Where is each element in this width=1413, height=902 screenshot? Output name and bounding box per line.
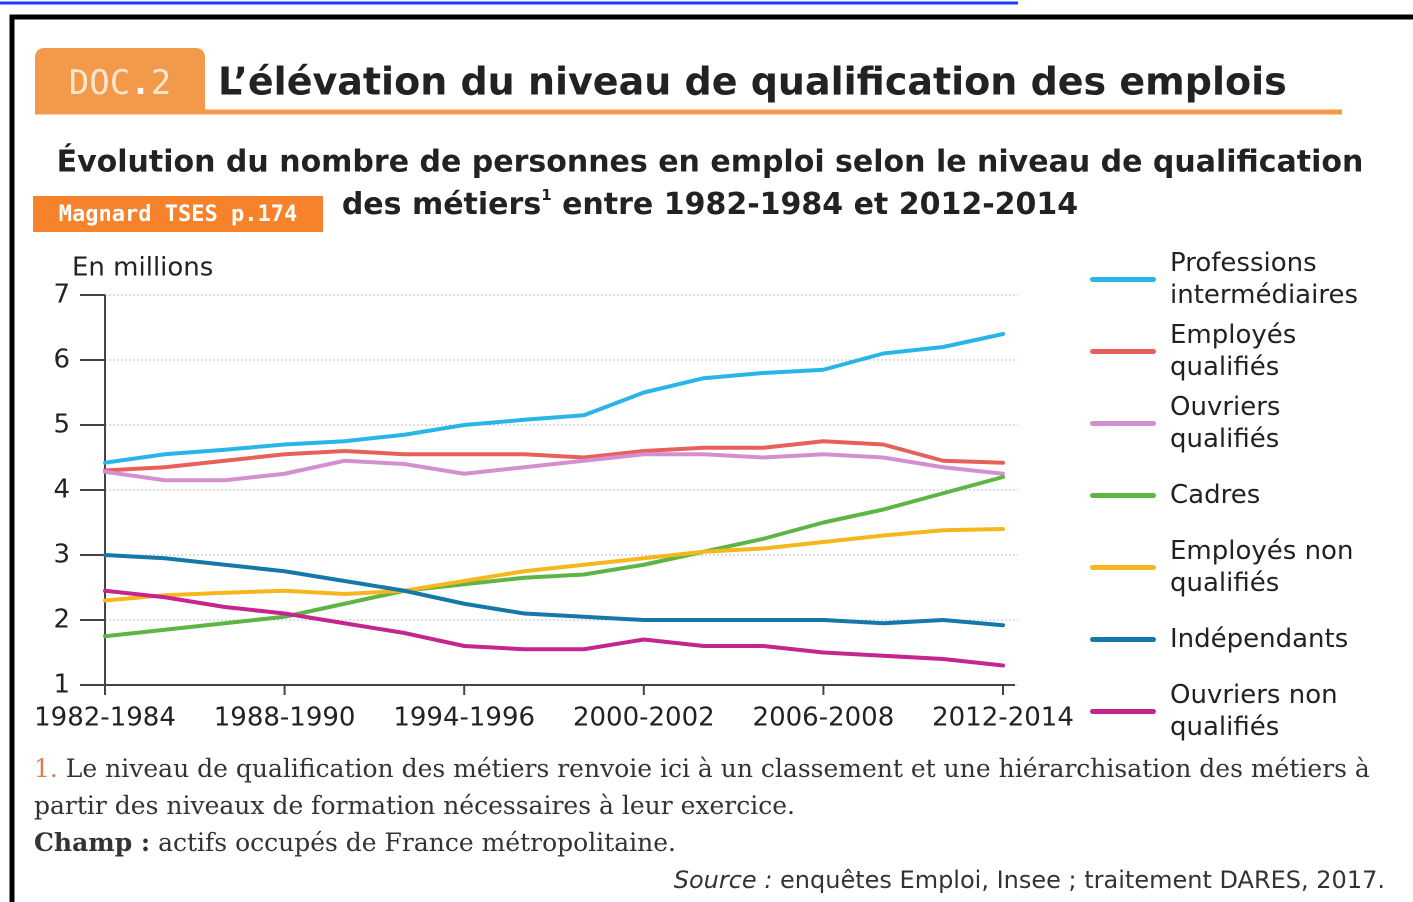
title-part: des métiers: [342, 187, 541, 222]
legend-item: Ouvriers non qualifiés: [1090, 675, 1400, 747]
source-label: Source :: [673, 866, 773, 894]
legend-item: Ouvriers qualifiés: [1090, 387, 1400, 459]
series-line: [103, 553, 1005, 628]
series-line: [103, 332, 1005, 465]
legend-swatch: [1090, 492, 1156, 498]
legend-swatch: [1090, 564, 1156, 570]
doc-label: DOC.2: [69, 63, 171, 103]
legend-label: Cadres: [1170, 480, 1261, 510]
champ-label: Champ :: [34, 828, 151, 857]
y-tick-label: 3: [53, 540, 70, 570]
doc-number: 2: [151, 63, 171, 103]
series-line: [103, 439, 1005, 473]
legend-label: Professions intermédiaires: [1170, 248, 1358, 310]
y-tick-label: 2: [53, 605, 70, 635]
champ-text: actifs occupés de France métropolitaine.: [150, 828, 676, 857]
legend-label: Employés non qualifiés: [1170, 536, 1354, 598]
series-line: [103, 475, 1005, 639]
notes: 1. Le niveau de qualification des métier…: [34, 750, 1394, 861]
legend-item: Indépendants: [1090, 603, 1400, 675]
y-tick-label: 7: [53, 280, 70, 310]
doc-label-text: DOC: [69, 63, 130, 103]
y-tick-label: 1: [53, 670, 70, 700]
champ: Champ : actifs occupés de France métropo…: [34, 824, 1394, 861]
x-tick-label: 1982-1984: [34, 703, 176, 733]
footnote-number: 1.: [34, 754, 58, 783]
series-line: [103, 527, 1005, 603]
legend-label: Ouvriers qualifiés: [1170, 392, 1281, 454]
frame: [9, 14, 1413, 902]
x-tick-label: 1988-1990: [214, 703, 356, 733]
doc-badge: [35, 48, 205, 112]
legend-swatch: [1090, 420, 1156, 426]
legend-swatch: [1090, 636, 1156, 642]
legend-item: Cadres: [1090, 459, 1400, 531]
legend-swatch: [1090, 348, 1156, 354]
source-text: enquêtes Emploi, Insee ; traitement DARE…: [772, 866, 1385, 894]
y-tick-label: 6: [53, 345, 70, 375]
y-axis-label: En millions: [72, 253, 213, 283]
footnote-text: Le niveau de qualification des métiers r…: [34, 754, 1370, 820]
legend-swatch: [1090, 276, 1156, 282]
y-tick-label: 4: [53, 475, 70, 505]
x-tick-label: 2000-2002: [573, 703, 715, 733]
chart-title-2: des métiers1 entre 1982-1984 et 2012-201…: [342, 186, 1078, 222]
legend-item: Employés qualifiés: [1090, 315, 1400, 387]
x-tick-label: 1994-1996: [393, 703, 535, 733]
legend: Professions intermédiaires Employés quali…: [1090, 243, 1400, 747]
series-line: [103, 588, 1005, 668]
legend-label: Indépendants: [1170, 624, 1349, 654]
footnote: 1. Le niveau de qualification des métier…: [34, 750, 1394, 824]
title-note: 1: [541, 186, 551, 204]
legend-item: Employés non qualifiés: [1090, 531, 1400, 603]
tag: Magnard TSES p.174: [59, 202, 297, 227]
legend-label: Ouvriers non qualifiés: [1170, 680, 1338, 742]
tag-box: [33, 196, 323, 232]
legend-label: Employés qualifiés: [1170, 320, 1297, 382]
header-title: L’élévation du niveau de qualification d…: [218, 60, 1287, 104]
legend-swatch: [1090, 708, 1156, 714]
legend-item: Professions intermédiaires: [1090, 243, 1400, 315]
chart-title: Évolution du nombre de personnes en empl…: [57, 144, 1364, 180]
source: Source : enquêtes Emploi, Insee ; traite…: [674, 866, 1385, 894]
title-end: entre 1982-1984 et 2012-2014: [552, 187, 1079, 222]
x-tick-label: 2012-2014: [932, 703, 1074, 733]
y-tick-label: 5: [53, 410, 70, 440]
x-tick-label: 2006-2008: [753, 703, 895, 733]
series-line: [103, 452, 1005, 483]
